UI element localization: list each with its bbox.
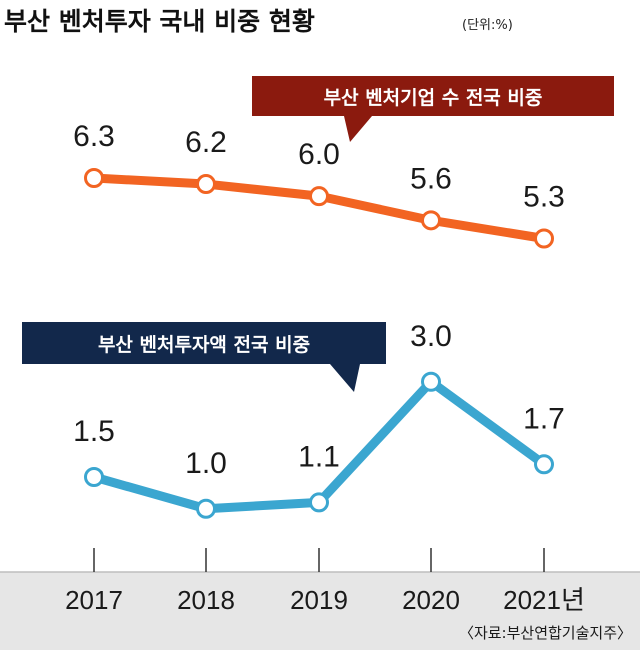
point-venture-count-y2018 (196, 174, 216, 195)
x-tick-label-y2017: 2017 (65, 585, 123, 615)
data-label-investment-share-y2021: 1.7 (523, 402, 565, 435)
point-investment-share-y2019 (309, 492, 329, 513)
data-label-investment-share-y2019: 1.1 (298, 440, 340, 473)
x-tick-label-y2020: 2020 (402, 585, 460, 615)
x-tick-label-y2018: 2018 (177, 585, 235, 615)
x-axis-band (0, 572, 640, 650)
point-investment-share-y2018 (196, 498, 216, 519)
data-label-venture-count-y2019: 6.0 (298, 138, 340, 171)
x-tick-label-y2019: 2019 (290, 585, 348, 615)
data-label-venture-count-y2021: 5.3 (523, 181, 565, 214)
point-investment-share-y2020 (421, 371, 441, 392)
data-label-venture-count-y2017: 6.3 (73, 120, 115, 153)
data-label-venture-count-y2018: 6.2 (185, 126, 227, 159)
data-label-venture-count-y2020: 5.6 (410, 162, 452, 195)
x-axis-tick-labels: 2017 2018 2019 2020 2021년 (65, 585, 585, 615)
point-investment-share-y2017 (84, 467, 104, 487)
legend-callout-investment-share: 부산 벤처투자액 전국 비중 (22, 322, 386, 392)
legend-callout-venture-count-box (252, 76, 614, 142)
data-label-investment-share-y2017: 1.5 (73, 415, 115, 448)
point-venture-count-y2021 (534, 228, 554, 249)
series-investment-share: 1.5 1.0 1.1 3.0 1.7 (73, 320, 565, 519)
point-investment-share-y2021 (534, 454, 554, 475)
series-venture-count-share: 6.3 6.2 6.0 5.6 5.3 (73, 120, 565, 249)
legend-callout-investment-share-box (22, 322, 386, 392)
legend-callout-venture-count-text: 부산 벤처기업 수 전국 비중 (324, 87, 543, 109)
x-axis-ticks (93, 548, 545, 572)
legend-callout-investment-share-text: 부산 벤처투자액 전국 비중 (98, 334, 310, 356)
point-venture-count-y2017 (84, 168, 104, 188)
unit-label: (단위:%) (462, 18, 513, 33)
data-label-investment-share-y2020: 3.0 (410, 320, 452, 353)
point-venture-count-y2019 (309, 186, 329, 207)
source-note: 〈자료:부산연합기술지주〉 (459, 624, 632, 642)
data-label-investment-share-y2018: 1.0 (185, 447, 227, 480)
x-tick-label-y2021: 2021년 (503, 585, 585, 615)
chart-title: 부산 벤처투자 국내 비중 현황 (4, 7, 315, 36)
point-venture-count-y2020 (421, 210, 441, 231)
legend-callout-venture-count: 부산 벤처기업 수 전국 비중 (252, 76, 614, 142)
